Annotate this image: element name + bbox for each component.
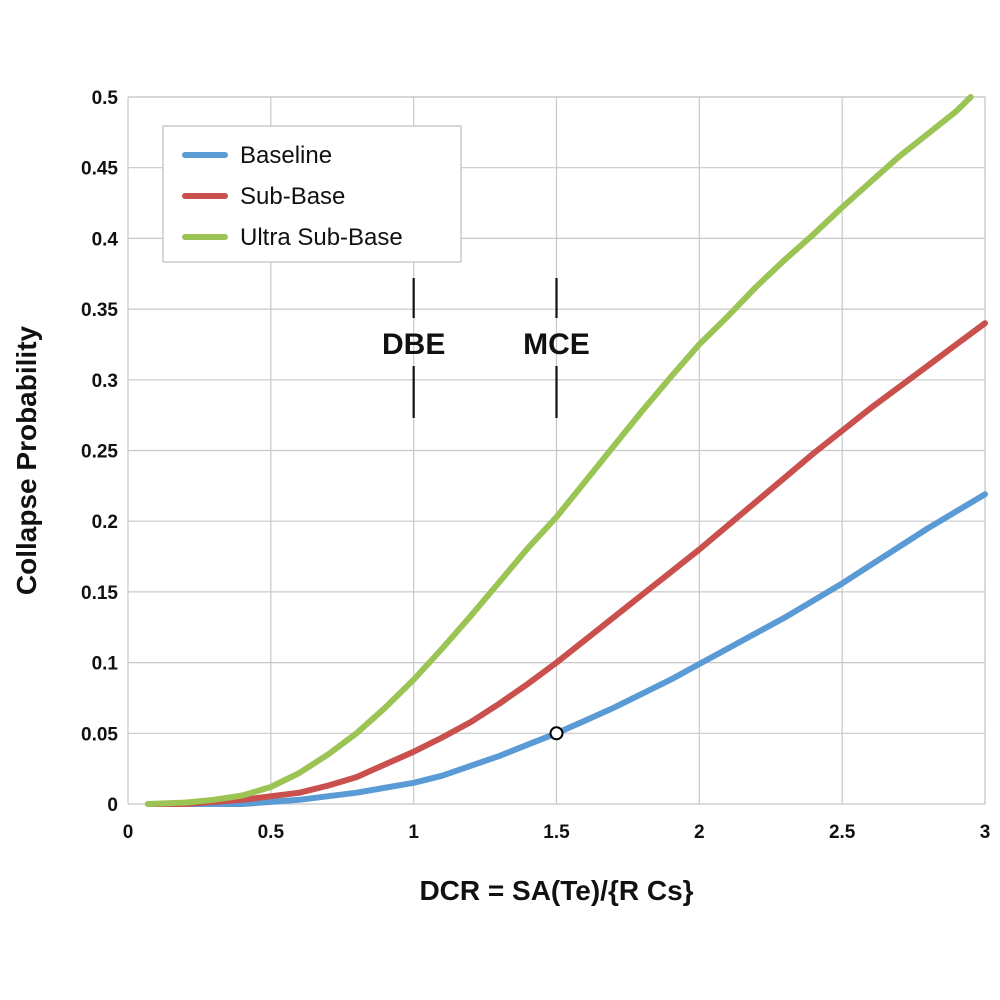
annotation-label: MCE bbox=[523, 328, 590, 361]
legend-entry: Sub-Base bbox=[240, 183, 345, 210]
series-lines bbox=[145, 94, 988, 807]
annotations: DBE MCE bbox=[382, 278, 590, 418]
y-tick-label: 0.3 bbox=[92, 371, 118, 392]
tick-labels: 0 0.05 0.1 0.15 0.2 0.25 0.3 0.35 0.4 0.45 0.5 0 0.5… bbox=[81, 88, 990, 843]
x-tick-label: 1 bbox=[408, 822, 419, 843]
legend-entry: Baseline bbox=[240, 142, 332, 169]
y-tick-label: 0 bbox=[107, 795, 118, 816]
y-tick-label: 0.25 bbox=[81, 442, 118, 463]
y-tick-label: 0.45 bbox=[81, 159, 118, 180]
y-tick-label: 0.15 bbox=[81, 583, 118, 604]
series-line-2 bbox=[145, 94, 974, 807]
series-line-0 bbox=[145, 491, 988, 807]
x-tick-label: 0.5 bbox=[258, 822, 285, 843]
legend: Baseline Sub-Base Ultra Sub-Base bbox=[162, 125, 462, 263]
y-tick-label: 0.5 bbox=[92, 88, 119, 109]
grid bbox=[127, 96, 986, 805]
markers bbox=[549, 726, 564, 741]
y-tick-label: 0.35 bbox=[81, 300, 118, 321]
x-tick-label: 0 bbox=[123, 822, 134, 843]
x-axis-title: DCR = SA(Te)/{R Cs} bbox=[419, 875, 693, 906]
legend-entry: Ultra Sub-Base bbox=[240, 224, 403, 251]
data-point-marker bbox=[549, 726, 564, 741]
series-line-1 bbox=[145, 320, 988, 807]
x-tick-label: 2.5 bbox=[829, 822, 856, 843]
x-tick-label: 2 bbox=[694, 822, 705, 843]
x-tick-label: 1.5 bbox=[543, 822, 570, 843]
y-tick-label: 0.1 bbox=[92, 654, 119, 675]
y-axis-title: Collapse Probability bbox=[11, 325, 42, 595]
y-tick-label: 0.4 bbox=[92, 229, 119, 250]
y-tick-label: 0.05 bbox=[81, 724, 118, 745]
y-tick-label: 0.2 bbox=[92, 512, 118, 533]
x-tick-label: 3 bbox=[980, 822, 991, 843]
annotation-label: DBE bbox=[382, 328, 445, 361]
